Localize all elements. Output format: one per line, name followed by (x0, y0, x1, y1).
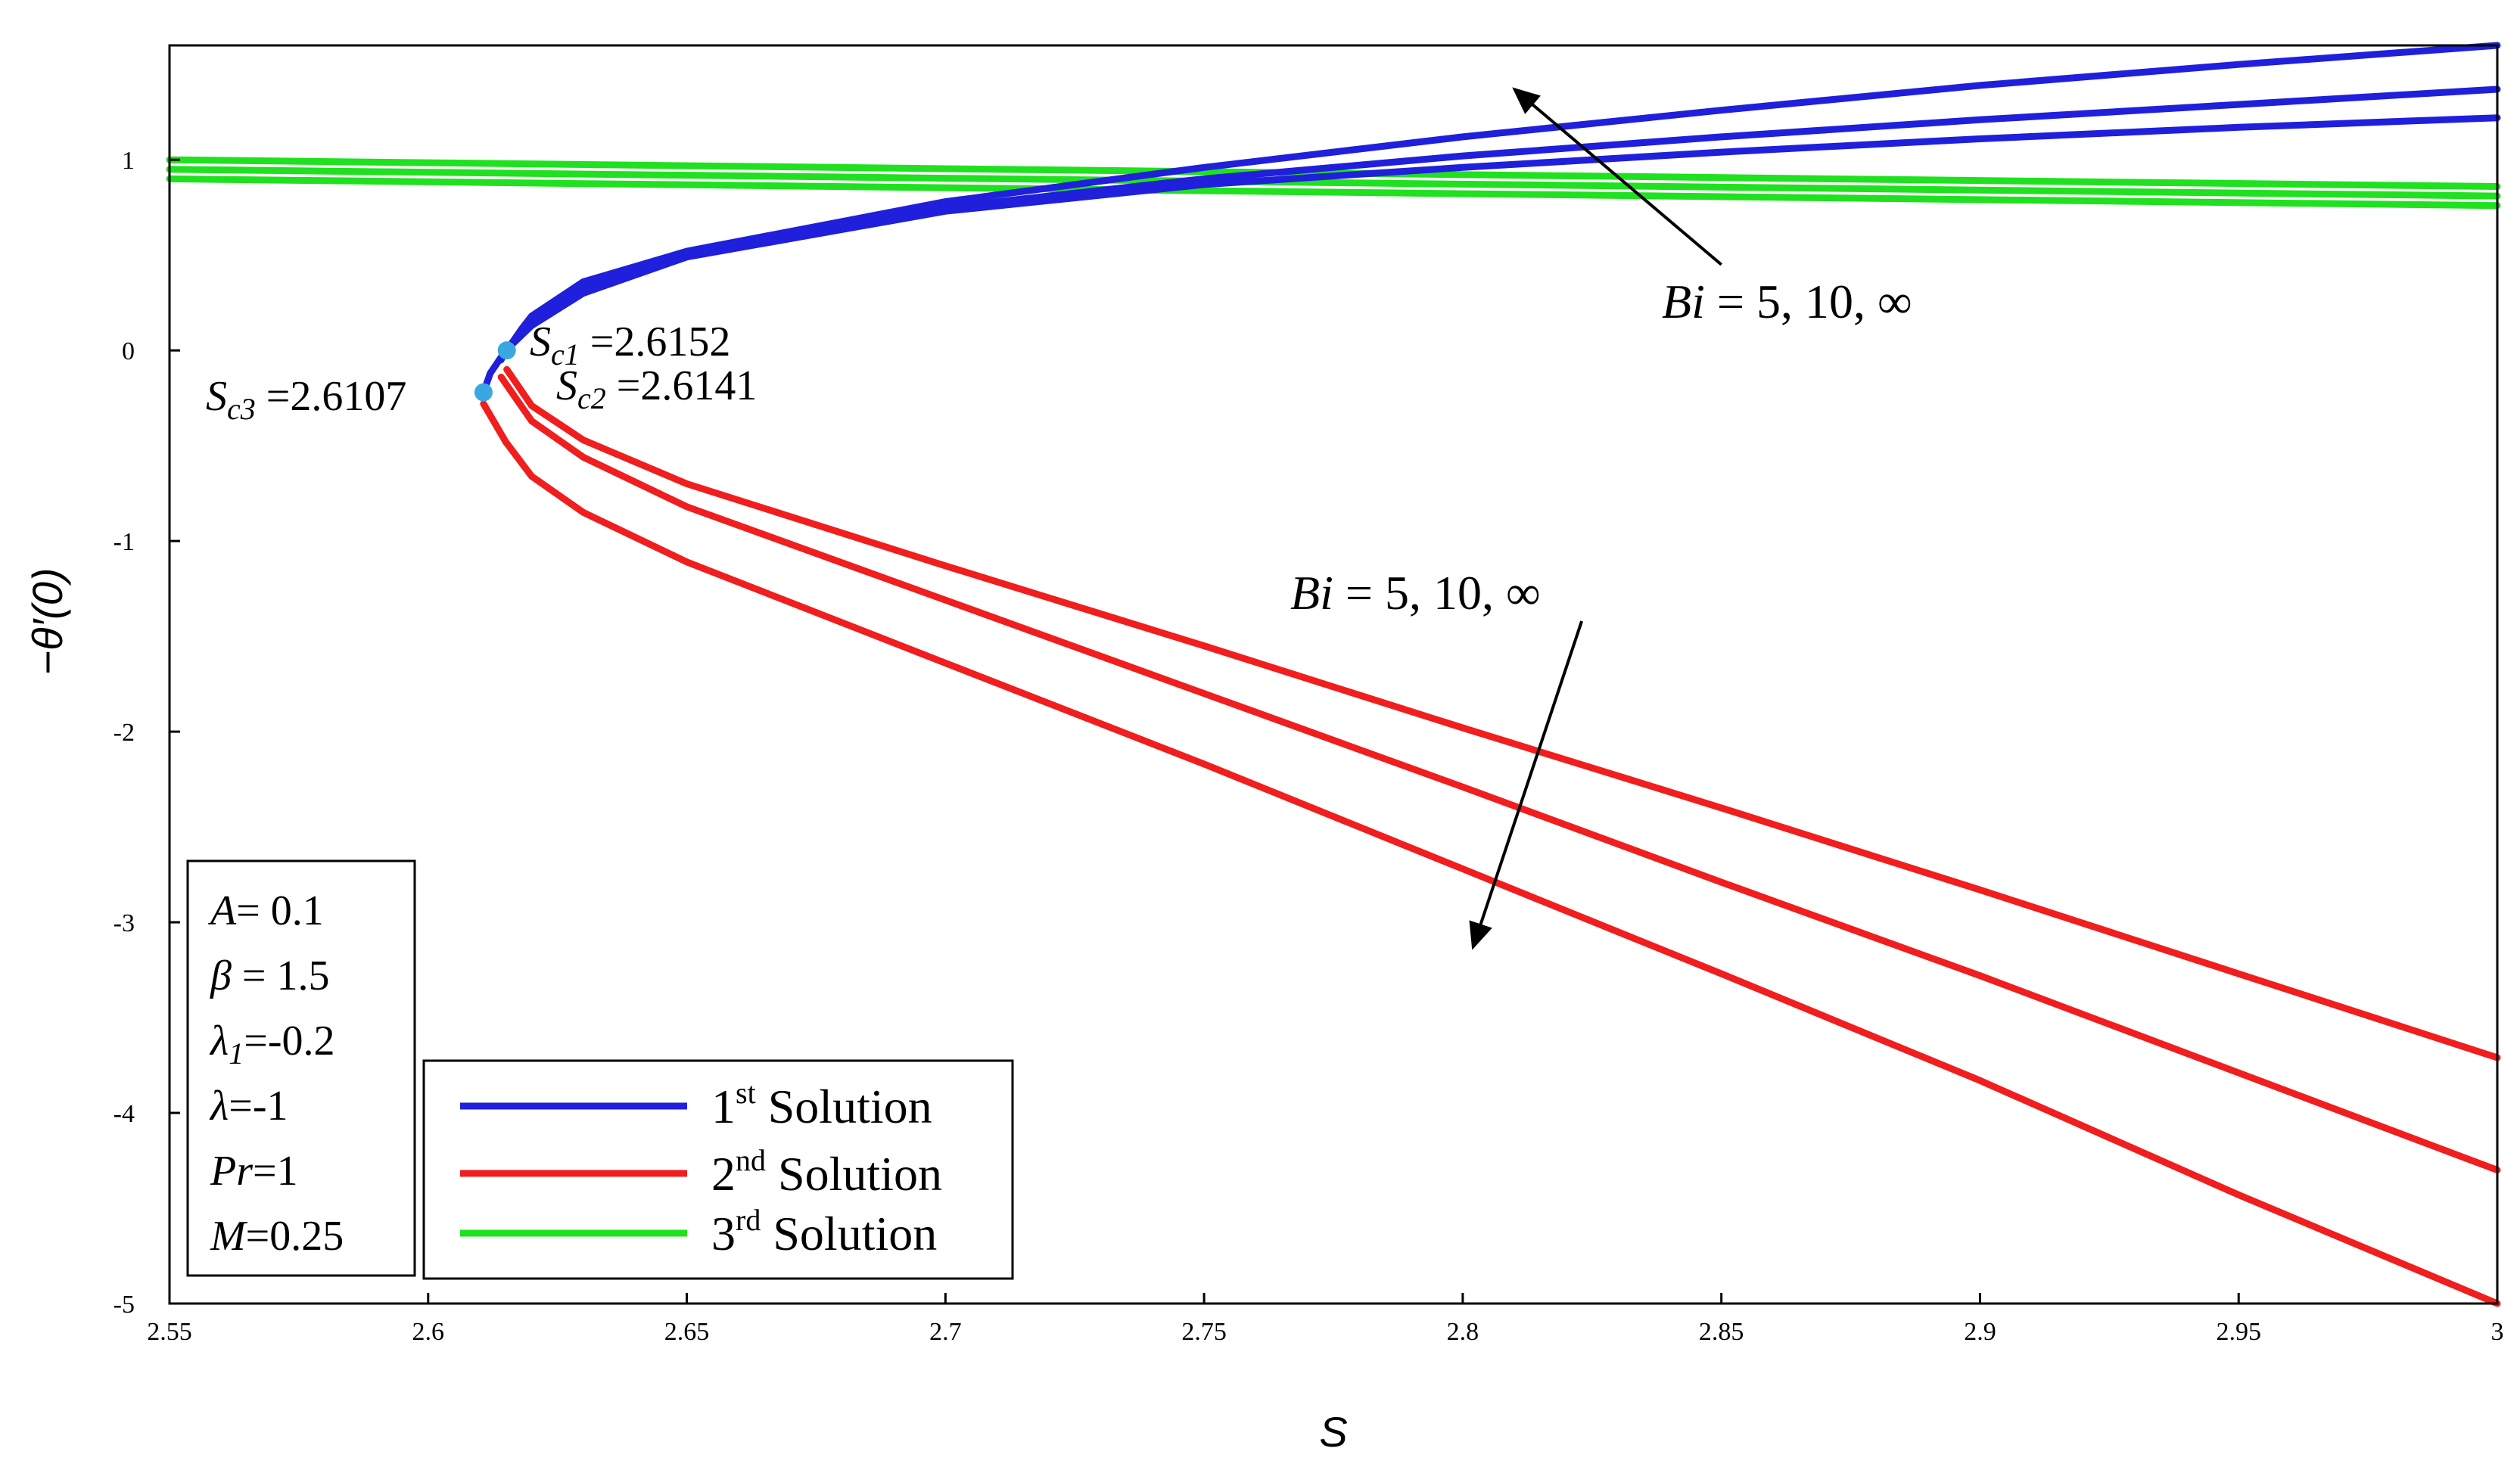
x-tick-label: 2.6 (412, 1318, 445, 1346)
critical-points-group (474, 341, 516, 402)
y-tick-label: -4 (114, 1100, 135, 1128)
y-tick-label: 1 (122, 147, 135, 175)
y-tick-label: 0 (122, 337, 135, 365)
series-line-second-1 (503, 365, 2501, 1061)
y-axis-ticks: 1 0 -1 -2 -3 -4 -5 (114, 147, 180, 1319)
y-tick-label: -3 (114, 909, 135, 937)
parameter-text: A= 0.1 (207, 887, 324, 934)
series-line-second-3 (480, 400, 2501, 1307)
y-tick-label: -2 (114, 719, 135, 747)
x-axis-title: S (1319, 1408, 1347, 1456)
series-line-first-3 (503, 42, 2501, 354)
y-tick-label: -5 (114, 1291, 135, 1319)
x-axis-ticks: 2.55 2.6 2.65 2.7 2.75 2.8 2.85 2.9 2.95 3 (147, 1293, 2504, 1346)
x-tick-label: 3 (2491, 1318, 2504, 1346)
x-tick-label: 2.8 (1447, 1318, 1479, 1346)
x-tick-label: 2.9 (1964, 1318, 1996, 1346)
critical-label-c2: Sc2 =2.6141 (556, 362, 757, 415)
critical-point-c1 (497, 341, 516, 360)
x-tick-label: 2.55 (147, 1318, 192, 1346)
series-line-third-3 (166, 175, 2501, 210)
bi-arrow (1512, 87, 1722, 266)
legend-frame (422, 1059, 1014, 1280)
bi-annotation: Bi = 5, 10, ∞ (1662, 275, 1912, 328)
x-tick-label: 2.95 (2216, 1318, 2261, 1346)
series-line-second-2 (497, 373, 2501, 1174)
annotations-group: Bi = 5, 10, ∞ Bi = 5, 10, ∞ (1290, 87, 1912, 950)
legend-label: 3rd Solution (711, 1203, 937, 1260)
parameter-text: M=0.25 (210, 1213, 344, 1260)
critical-label-c3: Sc3 =2.6107 (206, 373, 406, 426)
critical-point-c3 (474, 383, 493, 402)
x-tick-label: 2.7 (929, 1318, 962, 1346)
legend-label: 1st Solution (711, 1076, 932, 1133)
parameter-text: λ1=-0.2 (209, 1018, 335, 1071)
x-tick-label: 2.75 (1181, 1318, 1227, 1346)
plot-area-frame (168, 44, 2499, 1305)
x-tick-label: 2.85 (1699, 1318, 1744, 1346)
parameter-text: β = 1.5 (210, 952, 329, 999)
legend-label: 2nd Solution (711, 1143, 942, 1201)
parameter-box-frame (186, 859, 416, 1277)
parameter-text: λ=-1 (209, 1083, 288, 1130)
series-line-first-1 (480, 114, 2501, 396)
parameter-text: Pr=1 (210, 1148, 298, 1195)
series-line-third-2 (166, 166, 2501, 200)
bi-annotation: Bi = 5, 10, ∞ (1290, 566, 1541, 620)
x-tick-label: 2.65 (664, 1318, 710, 1346)
bi-arrow (1469, 620, 1584, 950)
parameter-box: A= 0.1 β = 1.5 λ1=-0.2 λ=-1 Pr=1 M=0.25 (186, 859, 416, 1277)
critical-label-c1: Sc1 =2.6152 (530, 319, 730, 371)
y-tick-label: -1 (114, 528, 135, 556)
y-axis-title: −θ′(0) (23, 567, 71, 675)
